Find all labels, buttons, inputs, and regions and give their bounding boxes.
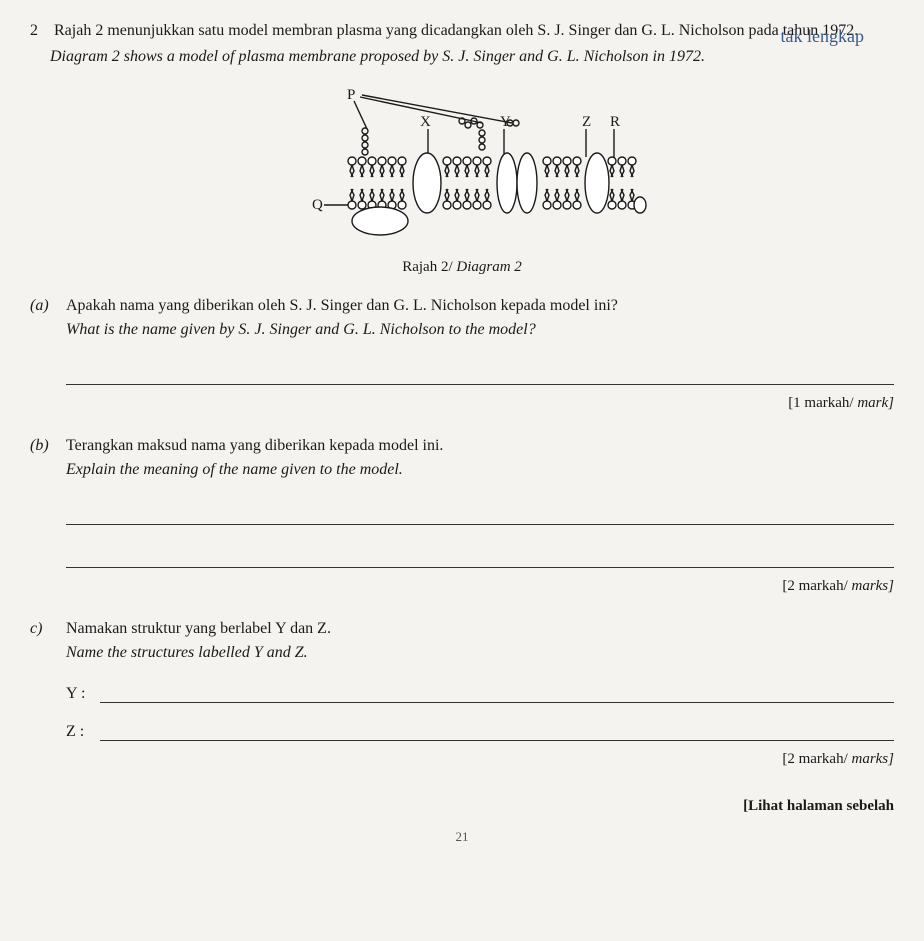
- label-r: R: [610, 114, 620, 130]
- caption-my: Rajah 2/: [402, 259, 452, 275]
- integral-protein-x: [413, 153, 441, 213]
- part-c-label: c): [30, 617, 66, 665]
- intro-en-text: Diagram 2 shows a model of plasma membra…: [50, 48, 705, 65]
- part-b-marks-my: [2 markah/: [782, 578, 847, 594]
- part-a-marks-my: [1 markah/: [788, 395, 853, 411]
- part-a-marks-en: mark]: [854, 395, 894, 411]
- handwritten-note: tak lengkap: [781, 26, 864, 47]
- membrane-diagram: P Q X Y Z R: [30, 81, 894, 251]
- peripheral-protein: [352, 207, 408, 235]
- part-a-answer-line[interactable]: [66, 362, 894, 385]
- part-b-my: Terangkan maksud nama yang diberikan kep…: [66, 434, 894, 458]
- part-c-y-line[interactable]: Y :: [66, 685, 894, 703]
- label-y: Y: [500, 114, 511, 130]
- part-c-z-line[interactable]: Z :: [66, 723, 894, 741]
- part-b-marks: [2 markah/ marks]: [30, 578, 894, 595]
- channel-protein-y: [497, 153, 537, 213]
- part-a-marks: [1 markah/ mark]: [30, 395, 894, 412]
- z-label: Z :: [66, 723, 100, 741]
- part-a: (a) Apakah nama yang diberikan oleh S. J…: [30, 294, 894, 342]
- part-b-answer-line-1[interactable]: [66, 502, 894, 525]
- part-b-en: Explain the meaning of the name given to…: [66, 458, 894, 482]
- part-c-my: Namakan struktur yang berlabel Y dan Z.: [66, 617, 894, 641]
- page-footer: [Lihat halaman sebelah: [30, 798, 894, 815]
- label-p: P: [347, 87, 355, 103]
- y-label: Y :: [66, 685, 100, 703]
- page-number: 21: [30, 829, 894, 845]
- part-a-en: What is the name given by S. J. Singer a…: [66, 318, 894, 342]
- question-intro-my: 2 Rajah 2 menunjukkan satu model membran…: [30, 20, 894, 42]
- integral-protein-z: [585, 153, 609, 213]
- part-a-my: Apakah nama yang diberikan oleh S. J. Si…: [66, 294, 894, 318]
- intro-my-text: Rajah 2 menunjukkan satu model membran p…: [54, 22, 858, 39]
- diagram-caption: Rajah 2/ Diagram 2: [30, 259, 894, 276]
- question-intro-en: Diagram 2 shows a model of plasma membra…: [50, 46, 894, 68]
- part-b-answer-line-2[interactable]: [66, 545, 894, 568]
- part-b-label: (b): [30, 434, 66, 482]
- part-c-marks-en: marks]: [848, 751, 894, 767]
- glycoprotein-chain: [459, 118, 485, 150]
- part-c: c) Namakan struktur yang berlabel Y dan …: [30, 617, 894, 665]
- part-c-marks: [2 markah/ marks]: [30, 751, 894, 768]
- question-number: 2: [30, 20, 50, 42]
- part-c-en: Name the structures labelled Y and Z.: [66, 641, 894, 665]
- part-a-label: (a): [30, 294, 66, 342]
- label-z: Z: [582, 114, 591, 130]
- label-x: X: [420, 114, 431, 130]
- caption-en: Diagram 2: [453, 259, 522, 275]
- label-q: Q: [312, 197, 323, 213]
- part-b-marks-en: marks]: [848, 578, 894, 594]
- part-c-marks-my: [2 markah/: [782, 751, 847, 767]
- part-b: (b) Terangkan maksud nama yang diberikan…: [30, 434, 894, 482]
- glycolipid-chain-left: [362, 128, 368, 155]
